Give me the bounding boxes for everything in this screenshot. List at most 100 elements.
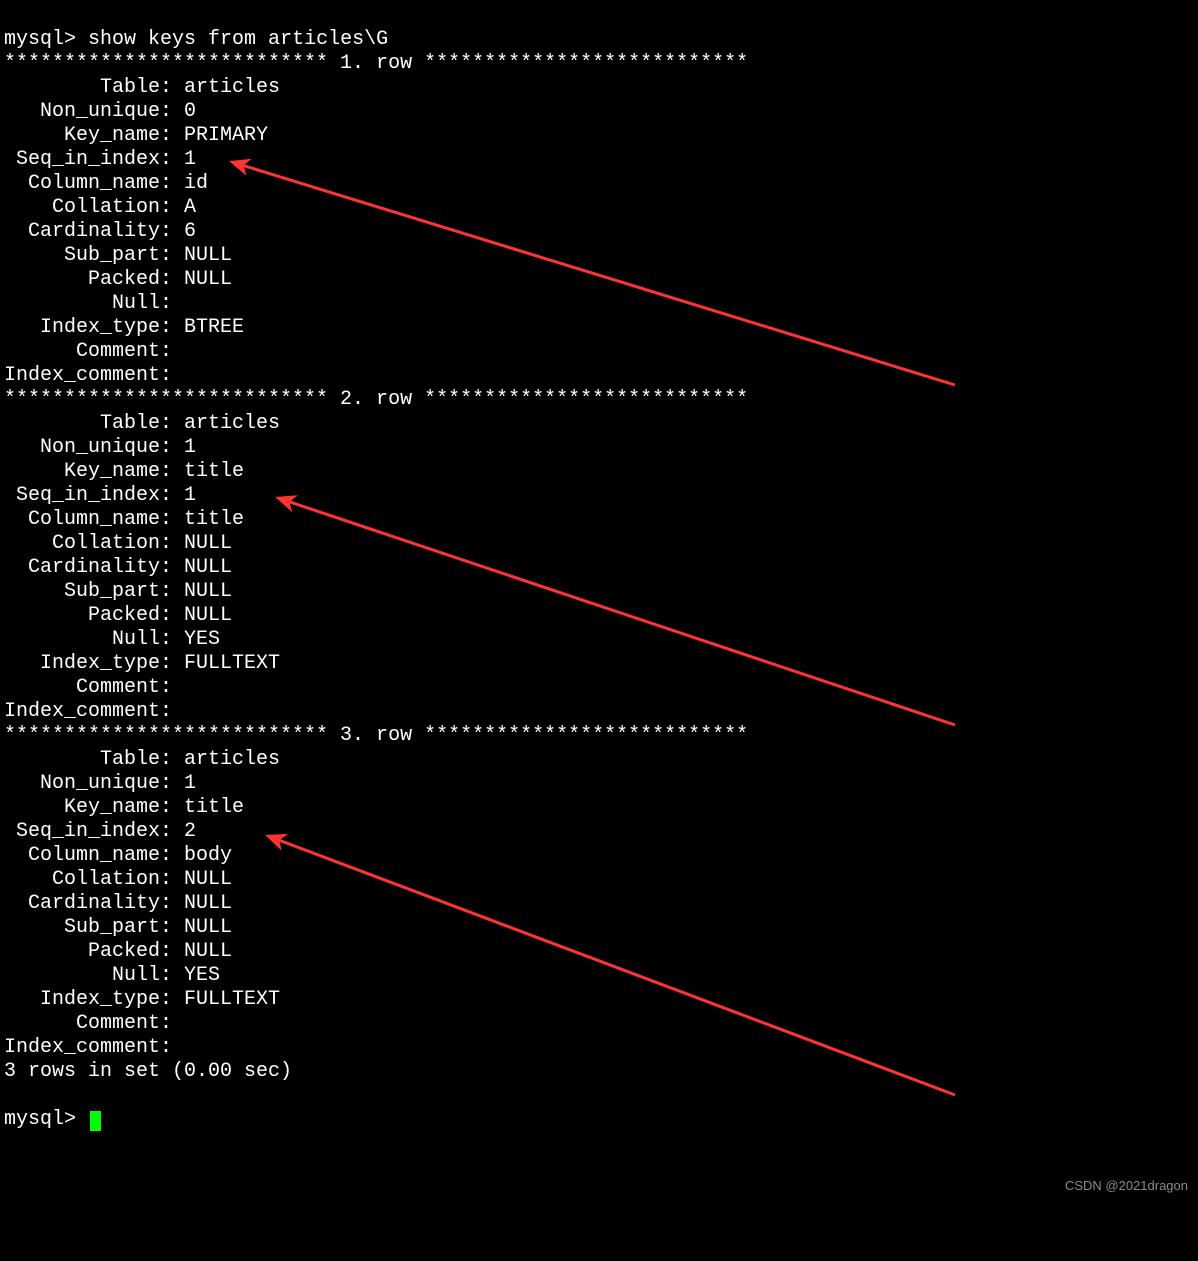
watermark: CSDN @2021dragon: [1065, 1174, 1188, 1198]
field-line: Key_name: title: [4, 796, 1198, 820]
field-line: Cardinality: 6: [4, 220, 1198, 244]
blank-line: [4, 1084, 1198, 1108]
row-separator-line: *************************** 1. row *****…: [4, 52, 1198, 76]
field-line: Column_name: body: [4, 844, 1198, 868]
field-label: Comment: [4, 1012, 160, 1036]
field-colon: :: [160, 748, 184, 771]
field-label: Index_comment: [4, 364, 160, 388]
field-line: Column_name: id: [4, 172, 1198, 196]
field-colon: :: [160, 76, 184, 99]
field-line: Non_unique: 1: [4, 436, 1198, 460]
field-colon: :: [160, 268, 184, 291]
field-colon: :: [160, 868, 184, 891]
field-colon: :: [160, 508, 184, 531]
field-value: articles: [184, 76, 280, 99]
field-colon: :: [160, 124, 184, 147]
field-label: Cardinality: [4, 220, 160, 244]
field-label: Packed: [4, 268, 160, 292]
prompt: mysql>: [4, 1108, 76, 1131]
field-value: 2: [184, 820, 196, 843]
field-line: Table: articles: [4, 748, 1198, 772]
field-value: YES: [184, 964, 220, 987]
field-line: Table: articles: [4, 76, 1198, 100]
field-line: Packed: NULL: [4, 940, 1198, 964]
field-label: Table: [4, 412, 160, 436]
field-colon: :: [160, 892, 184, 915]
field-label: Column_name: [4, 508, 160, 532]
field-colon: :: [160, 940, 184, 963]
field-value: NULL: [184, 532, 232, 555]
field-label: Key_name: [4, 796, 160, 820]
field-colon: :: [160, 484, 184, 507]
field-line: Seq_in_index: 1: [4, 484, 1198, 508]
field-label: Key_name: [4, 124, 160, 148]
field-colon: :: [160, 1012, 184, 1035]
field-label: Table: [4, 748, 160, 772]
field-label: Index_comment: [4, 700, 160, 724]
field-line: Index_comment:: [4, 1036, 1198, 1060]
field-colon: :: [160, 220, 184, 243]
field-colon: :: [160, 556, 184, 579]
terminal-lines: mysql> show keys from articles\G********…: [4, 28, 1198, 1132]
field-line: Sub_part: NULL: [4, 244, 1198, 268]
field-line: Column_name: title: [4, 508, 1198, 532]
field-line: Null:: [4, 292, 1198, 316]
field-line: Table: articles: [4, 412, 1198, 436]
field-colon: :: [160, 436, 184, 459]
field-label: Collation: [4, 868, 160, 892]
field-colon: :: [160, 988, 184, 1011]
field-value: title: [184, 796, 244, 819]
row-separator: *************************** 2. row *****…: [4, 388, 748, 411]
cursor: [90, 1111, 101, 1131]
field-label: Cardinality: [4, 556, 160, 580]
field-value: YES: [184, 628, 220, 651]
footer-line: 3 rows in set (0.00 sec): [4, 1060, 1198, 1084]
field-line: Sub_part: NULL: [4, 916, 1198, 940]
field-colon: :: [160, 244, 184, 267]
row-separator: *************************** 1. row *****…: [4, 52, 748, 75]
field-colon: :: [160, 340, 184, 363]
field-colon: :: [160, 964, 184, 987]
field-label: Null: [4, 292, 160, 316]
field-colon: :: [160, 412, 184, 435]
field-colon: :: [160, 628, 184, 651]
field-value: body: [184, 844, 232, 867]
field-label: Index_type: [4, 988, 160, 1012]
field-colon: :: [160, 772, 184, 795]
field-label: Seq_in_index: [4, 148, 160, 172]
field-line: Cardinality: NULL: [4, 556, 1198, 580]
field-value: NULL: [184, 940, 232, 963]
field-colon: :: [160, 580, 184, 603]
field-line: Collation: NULL: [4, 868, 1198, 892]
field-line: Index_comment:: [4, 364, 1198, 388]
field-colon: :: [160, 196, 184, 219]
field-colon: :: [160, 364, 184, 387]
field-colon: :: [160, 460, 184, 483]
field-label: Seq_in_index: [4, 484, 160, 508]
field-line: Seq_in_index: 2: [4, 820, 1198, 844]
prompt: mysql>: [4, 28, 76, 51]
field-colon: :: [160, 844, 184, 867]
field-colon: :: [160, 172, 184, 195]
field-label: Non_unique: [4, 436, 160, 460]
field-line: Collation: NULL: [4, 532, 1198, 556]
field-line: Comment:: [4, 1012, 1198, 1036]
field-label: Sub_part: [4, 244, 160, 268]
field-line: Collation: A: [4, 196, 1198, 220]
field-line: Packed: NULL: [4, 268, 1198, 292]
field-line: Index_type: FULLTEXT: [4, 988, 1198, 1012]
command-text: show keys from articles\G: [88, 28, 388, 51]
field-line: Seq_in_index: 1: [4, 148, 1198, 172]
field-label: Index_comment: [4, 1036, 160, 1060]
field-label: Sub_part: [4, 580, 160, 604]
field-value: PRIMARY: [184, 124, 268, 147]
field-colon: :: [160, 316, 184, 339]
field-value: 1: [184, 148, 196, 171]
field-value: articles: [184, 412, 280, 435]
field-line: Null: YES: [4, 964, 1198, 988]
field-line: Comment:: [4, 676, 1198, 700]
field-line: Index_type: BTREE: [4, 316, 1198, 340]
field-line: Non_unique: 1: [4, 772, 1198, 796]
field-label: Comment: [4, 676, 160, 700]
field-colon: :: [160, 652, 184, 675]
